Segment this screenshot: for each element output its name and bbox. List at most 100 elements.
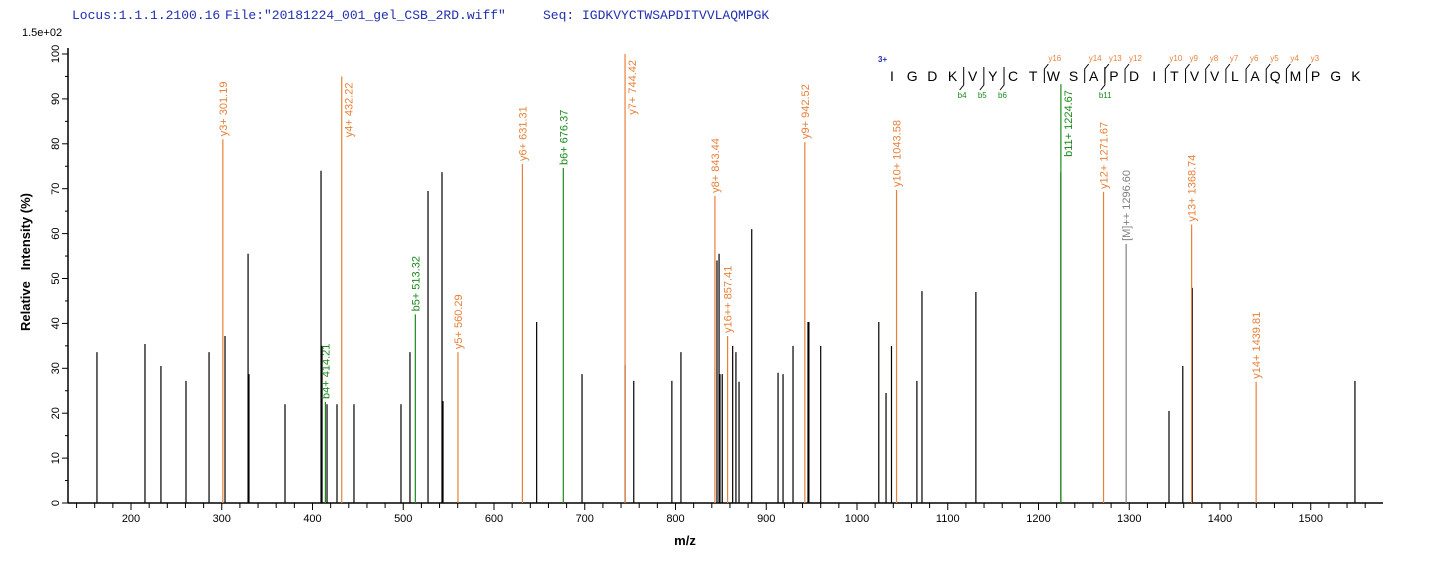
- residue: M: [1290, 68, 1302, 84]
- residue: T: [1029, 68, 1038, 84]
- peak-label: y14+ 1439.81: [1251, 312, 1263, 379]
- peak-label: y9+ 942.52: [800, 84, 812, 139]
- y-ion-label: y7: [1230, 54, 1239, 63]
- y-scale-label: 1.5e+02: [22, 27, 62, 39]
- locus-label: Locus:1.1.1.2100.16: [72, 8, 220, 23]
- residue: A: [1089, 68, 1099, 84]
- b-ion-mark: [959, 67, 965, 91]
- x-tick-label: 300: [213, 513, 231, 525]
- y-axis-label: Relative Intensity (%): [18, 193, 33, 331]
- residue: V: [1190, 68, 1200, 84]
- y-ion-mark: [1306, 63, 1311, 83]
- y-ion-label: y4: [1290, 54, 1299, 63]
- charge-label: 3+: [878, 55, 887, 64]
- b-ion-label: b4: [958, 91, 967, 100]
- y-tick-label: 30: [50, 362, 62, 374]
- peak-label: y8+ 843.44: [710, 138, 722, 193]
- peak-label: y10+ 1043.58: [892, 120, 904, 187]
- residue: G: [907, 68, 918, 84]
- x-tick-label: 700: [576, 513, 594, 525]
- x-tick-label: 1400: [1208, 513, 1232, 525]
- y-ion-mark: [1124, 63, 1130, 83]
- y-tick-label: 0: [50, 500, 62, 506]
- b-ion-mark: [979, 67, 985, 91]
- peak-label: b11+ 1224.67: [1063, 90, 1075, 157]
- y-ion-mark: [1043, 63, 1049, 83]
- y-tick-label: 10: [50, 452, 62, 464]
- residue: W: [1047, 68, 1061, 84]
- y-ion-label: y5: [1270, 54, 1279, 63]
- x-tick-label: 800: [666, 513, 684, 525]
- y-ion-mark: [1185, 63, 1190, 83]
- peak-label: y13+ 1368.74: [1187, 155, 1199, 222]
- b-ion-mark: [1100, 67, 1106, 91]
- peak-label: y5+ 560.29: [453, 294, 465, 349]
- y-tick-label: 70: [50, 183, 62, 195]
- b-ion-label: b5: [978, 91, 987, 100]
- peak-label: b4+ 414.21: [320, 344, 332, 399]
- residue: L: [1231, 68, 1239, 84]
- y-tick-label: 40: [50, 317, 62, 329]
- y-tick-label: 60: [50, 227, 62, 239]
- y-ion-mark: [1225, 63, 1231, 83]
- b-ion-label: b6: [998, 91, 1007, 100]
- peak-label: y6+ 631.31: [517, 106, 529, 161]
- x-tick-label: 400: [303, 513, 321, 525]
- residue: P: [1311, 68, 1320, 84]
- x-tick-label: 600: [485, 513, 503, 525]
- x-tick-label: 900: [757, 513, 775, 525]
- x-tick-label: 1300: [1117, 513, 1141, 525]
- residue: A: [1250, 68, 1260, 84]
- y-ion-mark: [1084, 63, 1090, 83]
- x-tick-label: 500: [394, 513, 412, 525]
- x-tick-label: 1000: [845, 513, 869, 525]
- peak-label: y4+ 432.22: [344, 82, 356, 137]
- residue: I: [890, 68, 894, 84]
- peak-label: y12+ 1271.67: [1099, 122, 1111, 189]
- y-ion-label: y13: [1109, 54, 1122, 63]
- file-label: File:"20181224_001_gel_CSB_2RD.wiff": [225, 8, 506, 23]
- y-tick-label: 20: [50, 407, 62, 419]
- residue: Q: [1270, 68, 1281, 84]
- peak-label: y3+ 301.19: [218, 82, 230, 137]
- y-tick-label: 90: [50, 93, 62, 105]
- residue: I: [1152, 68, 1156, 84]
- x-tick-label: 1100: [936, 513, 960, 525]
- y-tick-label: 50: [50, 272, 62, 284]
- y-ion-label: y6: [1250, 54, 1259, 63]
- b-ion-mark: [999, 67, 1005, 91]
- peak-label: y7+ 744.42: [627, 60, 639, 115]
- y-tick-label: 100: [50, 45, 62, 63]
- y-ion-label: y12: [1129, 54, 1142, 63]
- x-tick-label: 1200: [1026, 513, 1050, 525]
- peak-label: b6+ 676.37: [558, 110, 570, 165]
- x-axis-label: m/z: [674, 533, 696, 548]
- residue: C: [1008, 68, 1018, 84]
- x-tick-label: 1500: [1299, 513, 1323, 525]
- x-tick-label: 200: [122, 513, 140, 525]
- residue: K: [948, 68, 958, 84]
- y-ion-label: y16: [1048, 54, 1061, 63]
- axes: 200 300 400 500 600 700 800 900 1000 1100 1200 1300…: [50, 45, 1383, 525]
- y-ion-label: y14: [1089, 54, 1102, 63]
- residue: P: [1109, 68, 1118, 84]
- y-ion-label: y9: [1190, 54, 1199, 63]
- residue: Y: [988, 68, 998, 84]
- peak-label: [M]++ 1296.60: [1121, 170, 1133, 241]
- residue: V: [968, 68, 978, 84]
- residue: T: [1170, 68, 1179, 84]
- residue: G: [1330, 68, 1341, 84]
- sequence-label: Seq: IGDKVYCTWSAPDITVVLAQMPGK: [543, 8, 769, 23]
- residue: K: [1351, 68, 1361, 84]
- residue: S: [1069, 68, 1078, 84]
- y-ion-mark: [1245, 63, 1251, 83]
- residue: D: [1129, 68, 1139, 84]
- b-ion-label: b11: [1099, 91, 1112, 100]
- residue: D: [927, 68, 937, 84]
- y-ion-mark: [1205, 63, 1211, 83]
- y-ion-mark: [1164, 63, 1170, 83]
- y-ion-mark: [1285, 63, 1291, 83]
- residue: V: [1210, 68, 1220, 84]
